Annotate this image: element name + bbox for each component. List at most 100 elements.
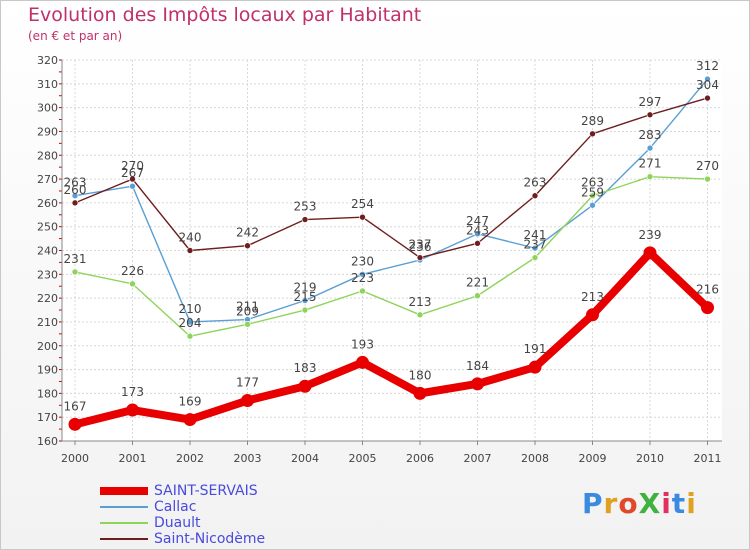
- legend-label: SAINT-SERVAIS: [154, 483, 258, 499]
- data-point-callac: [589, 201, 596, 209]
- y-tick-label: 260: [37, 197, 58, 210]
- data-label-saint-servais: 184: [466, 359, 489, 373]
- x-tick-label: 2010: [636, 452, 664, 465]
- logo-letter: P: [582, 487, 604, 520]
- data-point-saint-servais: [241, 394, 254, 408]
- data-label-callac: 219: [294, 281, 317, 295]
- data-label-saint-nicod-me: 304: [696, 78, 719, 92]
- data-label-callac: 312: [696, 59, 719, 73]
- data-point-saint-nicod-me: [531, 192, 539, 200]
- data-point-duault: [71, 268, 79, 276]
- proxiti-logo: ProXiti: [582, 487, 697, 520]
- y-tick-label: 310: [37, 78, 58, 91]
- data-point-duault: [129, 280, 136, 288]
- data-label-saint-nicod-me: 240: [179, 231, 202, 245]
- data-point-saint-servais: [68, 417, 82, 431]
- chart-title: Evolution des Impôts locaux par Habitant: [28, 4, 422, 26]
- data-point-saint-nicod-me: [704, 94, 711, 102]
- data-point-callac: [301, 297, 309, 304]
- data-point-duault: [359, 287, 366, 295]
- data-point-saint-servais: [528, 360, 542, 374]
- data-label-saint-servais: 183: [294, 361, 317, 375]
- data-label-saint-nicod-me: 270: [121, 159, 144, 173]
- data-label-saint-servais: 193: [351, 337, 374, 351]
- x-tick-label: 2006: [406, 452, 434, 465]
- data-label-callac: 259: [581, 185, 604, 199]
- data-label-callac: 263: [64, 176, 87, 190]
- data-label-saint-servais: 191: [524, 342, 547, 356]
- data-label-duault: 271: [639, 157, 662, 171]
- data-label-saint-servais: 239: [639, 228, 662, 242]
- data-label-saint-servais: 173: [121, 385, 144, 399]
- data-point-saint-nicod-me: [244, 242, 251, 250]
- y-tick-label: 300: [37, 102, 58, 115]
- data-label-callac: 241: [524, 228, 547, 242]
- data-point-duault: [589, 192, 596, 200]
- legend-label: Callac: [154, 499, 197, 515]
- data-label-saint-servais: 169: [179, 395, 202, 409]
- data-label-callac: 247: [466, 214, 489, 228]
- y-tick-label: 250: [37, 221, 58, 234]
- y-tick-label: 180: [37, 387, 58, 400]
- data-point-duault: [474, 292, 481, 300]
- logo-letter: i: [686, 487, 697, 520]
- data-label-callac: 267: [121, 166, 144, 180]
- data-label-saint-servais: 180: [409, 368, 432, 382]
- legend-item-saint-servais: SAINT-SERVAIS: [100, 483, 265, 499]
- y-tick-label: 280: [37, 149, 58, 162]
- y-tick-label: 290: [37, 125, 58, 138]
- data-label-saint-nicod-me: 237: [409, 238, 432, 252]
- y-tick-label: 190: [37, 364, 58, 377]
- data-label-saint-servais: 167: [64, 399, 87, 413]
- data-point-duault: [531, 254, 539, 261]
- data-point-saint-servais: [413, 386, 427, 400]
- data-label-saint-servais: 216: [696, 283, 719, 297]
- data-point-saint-nicod-me: [186, 247, 194, 254]
- data-label-duault: 213: [409, 295, 432, 309]
- data-point-duault: [301, 306, 309, 314]
- logo-letter: i: [661, 487, 672, 520]
- data-point-saint-nicod-me: [71, 199, 79, 207]
- data-label-duault: 231: [64, 252, 87, 266]
- legend-label: Duault: [154, 515, 201, 531]
- data-label-saint-nicod-me: 297: [639, 95, 662, 109]
- data-label-saint-nicod-me: 263: [524, 176, 547, 190]
- data-label-saint-nicod-me: 254: [351, 197, 374, 211]
- data-point-saint-servais: [586, 308, 599, 322]
- data-point-duault: [416, 311, 424, 319]
- data-point-callac: [474, 230, 481, 238]
- y-tick-label: 270: [37, 173, 58, 186]
- y-tick-label: 170: [37, 411, 58, 424]
- data-label-duault: 237: [524, 238, 547, 252]
- data-point-duault: [244, 321, 251, 328]
- data-point-saint-nicod-me: [416, 254, 424, 261]
- data-point-saint-servais: [298, 379, 312, 393]
- data-point-callac: [129, 182, 136, 190]
- x-tick-label: 2003: [234, 452, 262, 465]
- data-label-duault: 263: [581, 176, 604, 190]
- data-point-saint-nicod-me: [646, 111, 654, 119]
- series-line-saint-servais: [71, 248, 712, 429]
- data-point-saint-servais: [126, 403, 139, 417]
- data-point-callac: [531, 244, 539, 252]
- data-label-duault: 204: [179, 316, 202, 330]
- legend-label: Saint-Nicodème: [154, 531, 266, 547]
- data-point-callac: [186, 318, 194, 326]
- data-label-saint-servais: 213: [581, 290, 604, 304]
- data-label-duault: 223: [351, 271, 374, 285]
- data-label-saint-nicod-me: 242: [236, 226, 259, 240]
- x-tick-label: 2002: [176, 452, 204, 465]
- data-point-saint-servais: [183, 413, 197, 427]
- data-point-saint-nicod-me: [589, 130, 596, 138]
- legend-swatch: [100, 538, 148, 540]
- x-tick-label: 2005: [349, 452, 377, 465]
- legend-item-callac: Callac: [100, 499, 265, 515]
- data-point-duault: [186, 332, 194, 340]
- logo-letter: t: [671, 487, 687, 520]
- series-line-duault: [74, 175, 709, 337]
- data-point-callac: [359, 271, 366, 278]
- x-tick-label: 2011: [694, 452, 722, 465]
- data-point-saint-servais: [643, 246, 657, 260]
- data-label-callac: 230: [351, 254, 374, 268]
- data-label-callac: 210: [179, 302, 202, 316]
